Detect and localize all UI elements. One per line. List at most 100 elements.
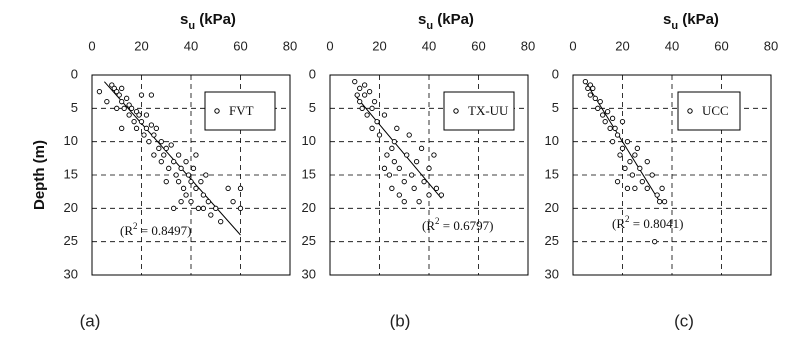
data-point <box>166 165 172 171</box>
data-point <box>639 179 645 185</box>
data-point <box>188 199 194 205</box>
data-point <box>178 199 184 205</box>
data-point <box>396 192 402 198</box>
data-point <box>213 205 219 211</box>
data-point <box>652 239 658 245</box>
data-point <box>426 165 432 171</box>
annotation-part: (R <box>422 218 435 233</box>
y-tick-label: 0 <box>552 66 559 81</box>
data-point <box>218 219 224 225</box>
data-point <box>413 159 420 165</box>
data-point <box>661 199 668 205</box>
axis-title: su (kPa) <box>180 11 236 32</box>
y-tick-label: 5 <box>552 100 559 115</box>
axis-title-part: s <box>418 11 426 28</box>
y-tick-label: 5 <box>71 100 78 115</box>
data-point <box>622 165 628 171</box>
data-point <box>193 185 199 191</box>
data-point <box>617 152 623 158</box>
data-point <box>431 152 437 158</box>
data-point <box>188 179 194 185</box>
y-tick-label: 20 <box>302 200 316 215</box>
data-point <box>354 92 360 98</box>
legend-label: FVT <box>229 103 254 118</box>
data-point <box>401 179 407 185</box>
x-tick-label: 80 <box>764 38 778 53</box>
data-point <box>656 199 663 205</box>
data-point <box>421 179 427 185</box>
data-point <box>198 179 204 185</box>
data-point <box>637 165 643 171</box>
y-tick-label: 0 <box>71 66 78 81</box>
data-point <box>404 152 410 158</box>
axis-title-part: u <box>671 20 678 32</box>
data-point <box>381 165 388 171</box>
data-point <box>371 99 378 105</box>
data-point <box>614 179 621 185</box>
data-point <box>158 159 164 165</box>
data-point <box>649 172 655 178</box>
data-point <box>230 199 236 205</box>
data-point <box>203 172 209 178</box>
x-tick-label: 0 <box>569 38 576 53</box>
y-tick-label: 15 <box>302 166 316 181</box>
data-point <box>119 85 125 91</box>
y-tick-label: 15 <box>64 166 78 181</box>
data-point <box>126 112 132 118</box>
y-tick-label: 15 <box>545 166 559 181</box>
x-tick-label: 40 <box>422 38 436 53</box>
data-point <box>104 99 110 105</box>
data-point <box>161 152 167 158</box>
data-point <box>138 119 145 125</box>
data-point <box>171 159 177 165</box>
y-axis-label: Depth (m) <box>31 140 48 210</box>
data-point <box>114 105 120 111</box>
data-point <box>654 192 660 198</box>
data-point <box>619 145 626 151</box>
data-point <box>624 139 631 145</box>
data-point <box>148 92 155 98</box>
data-point <box>409 172 415 178</box>
legend-box <box>443 91 515 131</box>
data-point <box>605 109 611 115</box>
x-tick-label: 60 <box>471 38 485 53</box>
data-point <box>183 159 189 165</box>
data-point <box>411 185 417 191</box>
data-point <box>173 172 179 178</box>
legend-marker <box>453 108 459 114</box>
data-point <box>168 142 174 148</box>
y-tick-label: 5 <box>309 100 316 115</box>
data-point <box>163 145 169 151</box>
y-tick-label: 30 <box>302 266 316 281</box>
data-point <box>592 95 598 101</box>
data-point <box>153 125 160 131</box>
y-tick-label: 20 <box>545 200 559 215</box>
data-point <box>627 159 633 165</box>
x-tick-label: 40 <box>184 38 198 53</box>
axis-title: su (kPa) <box>663 11 719 32</box>
y-tick-label: 10 <box>64 133 78 148</box>
axis-title-part: s <box>180 11 188 28</box>
annotation-part: = 0.6797) <box>440 218 494 233</box>
data-point <box>357 85 363 91</box>
data-point <box>193 152 199 158</box>
x-tick-label: 40 <box>665 38 679 53</box>
data-point <box>416 199 422 205</box>
x-tick-label: 80 <box>521 38 535 53</box>
data-point <box>396 165 402 171</box>
panel-label: (c) <box>674 311 694 330</box>
y-tick-label: 0 <box>309 66 316 81</box>
data-point <box>183 192 189 198</box>
data-point <box>433 185 440 191</box>
x-tick-label: 60 <box>714 38 728 53</box>
data-point <box>146 139 152 145</box>
annotation: (R2 = 0.8041) <box>612 214 683 231</box>
data-point <box>128 105 135 111</box>
data-point <box>119 125 125 131</box>
data-point <box>644 159 650 165</box>
x-tick-label: 20 <box>134 38 148 53</box>
data-point <box>119 99 125 105</box>
axis-title: su (kPa) <box>418 11 474 32</box>
data-point <box>406 132 412 138</box>
legend-label: TX-UU <box>468 103 509 118</box>
